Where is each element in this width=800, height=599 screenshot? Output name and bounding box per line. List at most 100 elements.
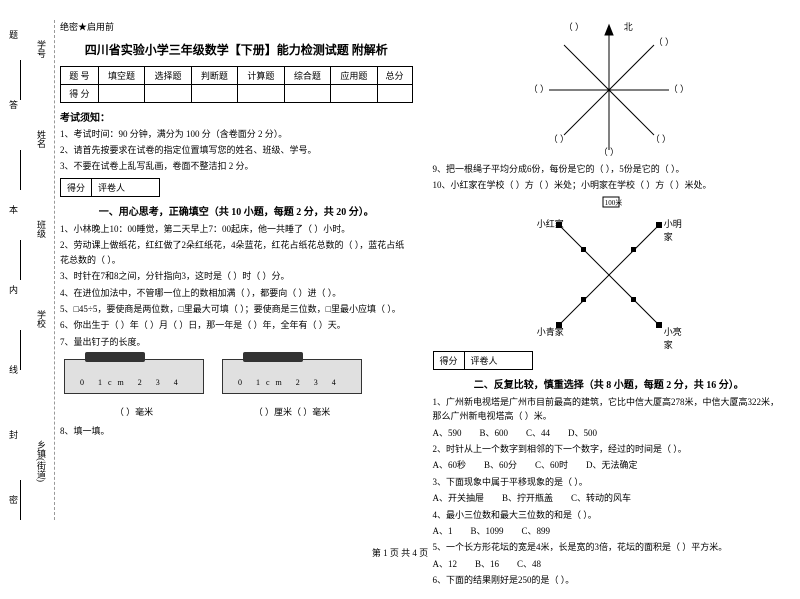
question: 7、量出钉子的长度。	[60, 335, 413, 349]
notice-head: 考试须知：	[60, 109, 413, 124]
td	[191, 85, 237, 103]
options: A、590 B、600 C、44 D、500	[433, 426, 786, 440]
notice-list: 1、考试时间：90 分钟，满分为 100 分（含卷面分 2 分）。 2、请首先按…	[60, 127, 413, 172]
bind-line	[20, 480, 21, 520]
ruler-block: 0 1cm 2 3 4 （ ）厘米（ ）毫米	[218, 355, 366, 418]
th: 题 号	[61, 67, 99, 85]
th: 总分	[377, 67, 412, 85]
question: 5、□45÷5，要使商是两位数，□里最大可填（ ）；要使商是三位数，□里最小应填…	[60, 302, 413, 316]
ruler-block: 0 1cm 2 3 4 （ ）毫米	[60, 355, 208, 418]
page-footer: 第 1 页 共 4 页	[0, 546, 800, 559]
bind-line	[20, 330, 21, 370]
q9-10: 9、把一根绳子平均分成6份，每份是它的（ ），5份是它的（ ）。 10、小红家在…	[433, 162, 786, 193]
left-column: 绝密★启用前 四川省实验小学三年级数学【下册】能力检测试题 附解析 题 号 填空…	[60, 20, 413, 589]
north-label: 北	[624, 20, 633, 33]
opt: A、开关抽屉	[433, 491, 485, 505]
td	[238, 85, 284, 103]
question: 6、你出生于（ ）年（ ）月（ ）日，那一年是（ ）年，全年有（ ）天。	[60, 318, 413, 332]
bind-line	[20, 150, 21, 190]
td	[145, 85, 191, 103]
question: 1、小林晚上10：00睡觉，第二天早上7：00起床，他一共睡了（ ）小时。	[60, 222, 413, 236]
th: 填空题	[98, 67, 144, 85]
page-content: 绝密★启用前 四川省实验小学三年级数学【下册】能力检测试题 附解析 题 号 填空…	[0, 0, 800, 599]
bind-label: 姓名	[35, 130, 48, 148]
question: 3、下面现象中属于平移现象的是（ ）。	[433, 475, 786, 489]
td	[98, 85, 144, 103]
score-box: 得分 评卷人	[60, 178, 160, 197]
blank: （ ）	[599, 145, 619, 158]
part1-title: 一、用心思考，正确填空（共 10 小题，每题 2 分，共 20 分）。	[60, 203, 413, 218]
question: 2、时针从上一个数字到相邻的下一个数字，经过的时间是（ ）。	[433, 442, 786, 456]
score-label: 得分	[434, 352, 465, 369]
opt: B、1099	[471, 524, 504, 538]
right-column: 北 （ ） （ ） （ ） （ ） （ ） （ ） （ ） 9、把一根绳子平均分…	[433, 20, 786, 589]
options: A、开关抽屉 B、拧开瓶盖 C、转动的风车	[433, 491, 786, 505]
options: A、1 B、1099 C、899	[433, 524, 786, 538]
th: 判断题	[191, 67, 237, 85]
th: 选择题	[145, 67, 191, 85]
blank: （ ）	[529, 82, 549, 95]
binding-margin: 学号 姓名 班级 学校 乡镇(街道) 题 答 本 内 线 封 密	[5, 20, 55, 520]
ruler-marks: 0 1cm 2 3 4	[238, 378, 342, 387]
blank: （ ）	[651, 132, 671, 145]
question: 8、填一填。	[60, 424, 413, 438]
score-box-2: 得分 评卷人	[433, 351, 533, 370]
opt: D、无法确定	[586, 458, 638, 472]
opt: B、拧开瓶盖	[502, 491, 553, 505]
opt: C、转动的风车	[571, 491, 631, 505]
notice-item: 2、请首先按要求在试卷的指定位置填写您的姓名、班级、学号。	[60, 143, 413, 156]
house-label: 小青家	[537, 325, 564, 338]
grader-label: 评卷人	[465, 352, 532, 369]
secret-label: 绝密★启用前	[60, 20, 413, 33]
th: 应用题	[331, 67, 377, 85]
bind-label: 班级	[35, 220, 48, 238]
question: 4、最小三位数和最大三位数的和是（ ）。	[433, 508, 786, 522]
rulers: 0 1cm 2 3 4 （ ）毫米 0 1cm 2 3 4 （ ）厘米（ ）毫米	[60, 355, 413, 418]
question: 6、下面的结果刚好是250的是（ ）。	[433, 573, 786, 587]
opt: B、600	[480, 426, 509, 440]
question: 10、小红家在学校（ ）方（ ）米处；小明家在学校（ ）方（ ）米处。	[433, 178, 786, 192]
side-char: 密	[7, 495, 20, 504]
blank: （ ）	[549, 132, 569, 145]
exam-title: 四川省实验小学三年级数学【下册】能力检测试题 附解析	[60, 41, 413, 58]
question: 3、时针在7和8之间，分针指向3，这时是（ ）时（ ）分。	[60, 269, 413, 283]
question: 4、在进位加法中，不管哪一位上的数相加满（ ），都要向（ ）进（ ）。	[60, 286, 413, 300]
side-char: 线	[7, 365, 20, 374]
blank: （ ）	[564, 20, 584, 33]
notice-item: 1、考试时间：90 分钟，满分为 100 分（含卷面分 2 分）。	[60, 127, 413, 140]
bind-line	[20, 240, 21, 280]
compass-diagram-2: 100米 小红家 小明家 小青家 小亮家	[529, 195, 689, 345]
opt: A、60秒	[433, 458, 467, 472]
q8: 8、填一填。	[60, 424, 413, 438]
ruler-marks: 0 1cm 2 3 4	[80, 378, 184, 387]
opt: C、899	[522, 524, 551, 538]
opt: A、590	[433, 426, 462, 440]
opt: C、60时	[535, 458, 568, 472]
score-label: 得分	[61, 179, 92, 196]
house-label: 小亮家	[664, 325, 689, 351]
th: 综合题	[284, 67, 330, 85]
side-char: 内	[7, 285, 20, 294]
bind-label: 学校	[35, 310, 48, 328]
td	[377, 85, 412, 103]
question: 2、劳动课上做纸花，红红做了2朵红纸花，4朵蓝花，红花占纸花总数的（ ），蓝花占…	[60, 238, 413, 267]
grader-label: 评卷人	[92, 179, 159, 196]
td	[284, 85, 330, 103]
bind-label: 乡镇(街道)	[35, 440, 48, 482]
house-label: 小明家	[664, 217, 689, 243]
options: A、60秒 B、60分 C、60时 D、无法确定	[433, 458, 786, 472]
notice-item: 3、不要在试卷上乱写乱画，卷面不整洁扣 2 分。	[60, 159, 413, 172]
opt: B、60分	[484, 458, 517, 472]
part1-questions: 1、小林晚上10：00睡觉，第二天早上7：00起床，他一共睡了（ ）小时。 2、…	[60, 222, 413, 349]
ruler-label: （ ）毫米	[60, 405, 208, 418]
question: 9、把一根绳子平均分成6份，每份是它的（ ），5份是它的（ ）。	[433, 162, 786, 176]
bind-label: 学号	[35, 40, 48, 58]
side-char: 题	[7, 30, 20, 39]
blank: （ ）	[669, 82, 689, 95]
score-table: 题 号 填空题 选择题 判断题 计算题 综合题 应用题 总分 得 分	[60, 66, 413, 103]
side-char: 答	[7, 100, 20, 109]
ruler-label: （ ）厘米（ ）毫米	[218, 405, 366, 418]
opt: A、1	[433, 524, 453, 538]
part2-title: 二、反复比较，慎重选择（共 8 小题，每题 2 分，共 16 分）。	[433, 376, 786, 391]
side-char: 封	[7, 430, 20, 439]
